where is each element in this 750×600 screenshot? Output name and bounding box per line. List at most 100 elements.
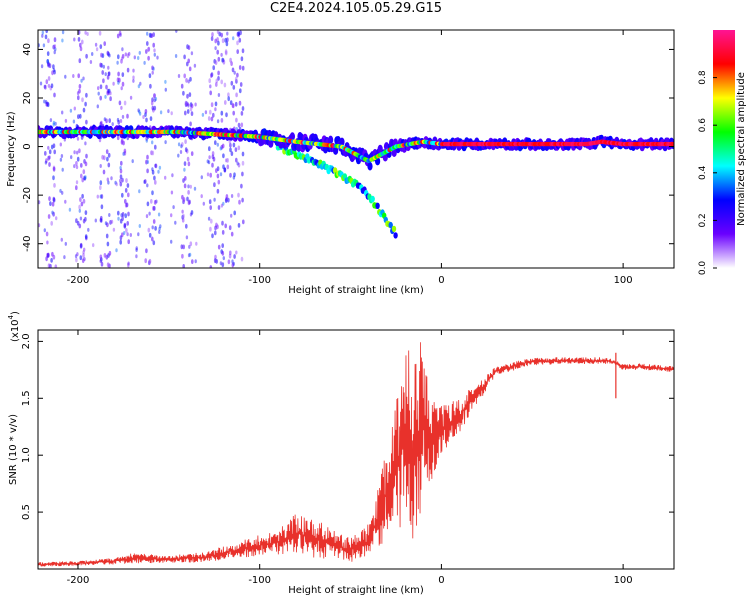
spectrogram-noise-speckle: [206, 172, 210, 177]
spectrogram-noise-speckle: [208, 155, 211, 160]
spectrogram-noise-speckle: [84, 30, 87, 35]
spectrogram-noise-speckle: [186, 93, 189, 99]
spectrogram-noise-speckle: [52, 166, 56, 172]
spectrogram-noise-speckle: [151, 105, 155, 111]
spectrogram-noise-speckle: [106, 156, 109, 162]
spectrogram-noise-speckle: [127, 192, 130, 198]
spectrogram-noise-speckle: [189, 121, 192, 127]
spectrogram-branch-point: [375, 202, 380, 209]
spectrogram-noise-speckle: [61, 30, 65, 35]
spectrogram-noise-speckle: [99, 44, 103, 49]
spectrogram-noise-speckle: [230, 61, 233, 66]
spectrogram-noise-speckle: [132, 75, 135, 80]
spectrogram-noise-speckle: [151, 190, 154, 196]
spectrogram-noise-speckle: [121, 212, 125, 217]
spectrogram-noise-speckle: [121, 54, 125, 59]
spectrogram-noise-speckle: [145, 49, 148, 54]
snr-y-axis: 0.5 1.0 1.5 2.0: [21, 333, 674, 520]
spectrogram-noise-speckle: [213, 182, 216, 188]
spectrogram-noise-speckle: [109, 220, 112, 225]
spectrogram-noise-speckle: [177, 142, 181, 147]
spectrogram-noise-speckle: [117, 119, 120, 125]
spectrogram-noise-speckle: [214, 38, 217, 44]
spectrogram-noise-speckle: [138, 224, 141, 228]
spectrogram-noise-speckle: [53, 149, 56, 155]
spectrogram-noise-speckle: [146, 183, 149, 188]
spectrogram-noise-speckle: [79, 197, 82, 203]
spectrogram-noise-speckle: [102, 169, 106, 175]
y-tick-label: 40: [22, 43, 33, 56]
spectrogram-noise-speckle: [235, 250, 238, 255]
spectrogram-noise-speckle: [151, 167, 154, 172]
spectrogram-noise-speckle: [188, 199, 191, 205]
spectrogram-noise-speckle: [115, 248, 118, 253]
spectrogram-noise-speckle: [116, 33, 120, 39]
spectrogram-noise-speckle: [221, 230, 225, 235]
spectrogram-noise-speckle: [78, 223, 82, 229]
spectrogram-noise-speckle: [185, 223, 188, 229]
spectrogram-noise-speckle: [72, 119, 76, 124]
spectrogram-noise-speckle: [209, 90, 212, 96]
spectrogram-noise-speckle: [221, 220, 224, 226]
spectrogram-noise-speckle: [80, 201, 84, 207]
spectrogram-noise-speckle: [124, 213, 127, 219]
spectrogram-noise-speckle: [214, 225, 217, 231]
spectrogram-noise-speckle: [153, 105, 157, 111]
spectrogram-noise-speckle: [133, 55, 136, 60]
spectrogram-noise-speckle: [104, 221, 108, 226]
spectrogram-noise-speckle: [54, 47, 57, 52]
spectrogram-noise-speckle: [222, 153, 225, 159]
spectrogram-noise-speckle: [83, 257, 86, 262]
spectrogram-branch-point: [391, 225, 397, 233]
x-tick-label: 0: [438, 275, 444, 286]
spectrogram-noise-speckle: [44, 160, 48, 165]
spectrogram-x-axis: -200 -100 0 100: [67, 30, 633, 286]
spectrogram-noise-speckle: [154, 163, 158, 169]
spectrogram-noise-speckle: [118, 100, 122, 106]
spectrogram-noise-speckle: [194, 259, 197, 264]
spectrogram-noise-speckle: [85, 119, 88, 125]
spectrogram-noise-speckle: [217, 179, 221, 185]
spectrogram-noise-speckle: [77, 114, 80, 119]
spectrogram-noise-speckle: [189, 106, 193, 112]
spectrogram-noise-speckle: [73, 150, 76, 155]
spectrogram-noise-speckle: [217, 56, 221, 62]
spectrogram-noise-speckle: [177, 74, 181, 78]
spectrogram-noise-speckle: [184, 147, 188, 153]
colorbar-tick-label: 0.4: [698, 165, 708, 180]
spectrogram-noise-speckle: [211, 151, 215, 156]
spectrogram-noise-speckle: [135, 254, 138, 259]
colorbar-gradient: [713, 30, 735, 268]
spectrogram-noise-speckle: [170, 213, 173, 218]
spectrogram-noise-speckle: [109, 91, 112, 96]
spectrogram-noise-speckle: [209, 109, 212, 115]
spectrogram-noise-speckle: [108, 53, 111, 58]
spectrogram-noise-speckle: [126, 221, 129, 226]
spectrogram-noise-speckle: [119, 239, 122, 245]
spectrogram-noise-speckle: [229, 142, 232, 148]
spectrogram-noise-speckle: [103, 117, 107, 122]
spectrogram-ridge-point: [670, 141, 674, 147]
spectrogram-noise-speckle: [216, 119, 220, 124]
spectrogram-noise-speckle: [216, 166, 220, 172]
chart-title: C2E4.2024.105.05.29.G15: [269, 1, 443, 16]
spectrogram-noise-speckle: [117, 54, 120, 60]
spectrogram-noise-speckle: [85, 92, 88, 98]
spectrogram-noise-speckle: [54, 264, 58, 268]
spectrogram-noise-speckle: [214, 107, 217, 112]
spectrogram-noise-speckle: [235, 157, 238, 163]
spectrogram-noise-speckle: [121, 192, 124, 198]
spectrogram-noise-speckle: [120, 86, 123, 91]
spectrogram-noise-speckle: [53, 183, 56, 188]
spectrogram-noise-speckle: [174, 54, 178, 58]
y-tick-label: 1.5: [21, 390, 32, 406]
spectrogram-noise-speckle: [77, 37, 81, 42]
spectrogram-noise-speckle: [164, 175, 167, 180]
spectrogram-noise-speckle: [170, 190, 174, 195]
spectrogram-noise-speckle: [86, 32, 89, 36]
spectrogram-noise-speckle: [81, 97, 84, 103]
spectrogram-noise-speckle: [236, 161, 239, 166]
spectrogram-noise-speckle: [145, 248, 148, 254]
